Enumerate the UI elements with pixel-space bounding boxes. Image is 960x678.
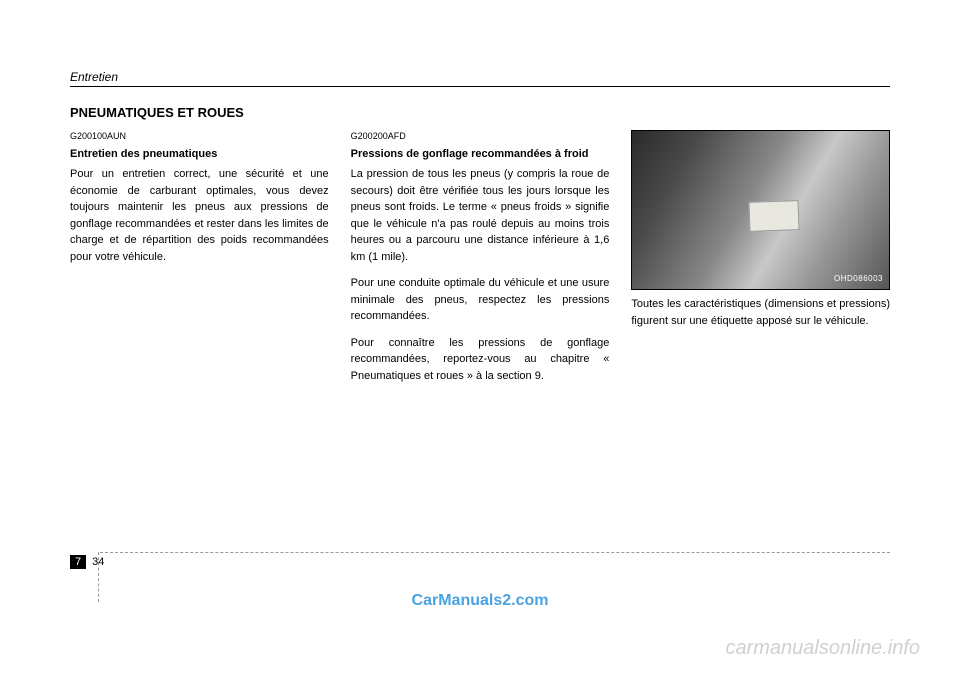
ref-code-2: G200200AFD bbox=[351, 130, 610, 144]
chapter-number: 7 bbox=[70, 555, 86, 569]
column-2: G200200AFD Pressions de gonflage recomma… bbox=[351, 130, 610, 394]
column-3: OHD086003 Toutes les caractéristiques (d… bbox=[631, 130, 890, 394]
tire-label-photo: OHD086003 bbox=[631, 130, 890, 290]
manual-page: Entretien PNEUMATIQUES ET ROUES G200100A… bbox=[70, 70, 890, 394]
page-number-value: 34 bbox=[92, 556, 104, 568]
section-title: PNEUMATIQUES ET ROUES bbox=[70, 105, 890, 120]
watermark-carmanuals2: CarManuals2.com bbox=[412, 592, 549, 610]
header-rule: Entretien bbox=[70, 70, 890, 87]
ref-code-1: G200100AUN bbox=[70, 130, 329, 144]
header-title: Entretien bbox=[70, 70, 890, 84]
page-number: 7 34 bbox=[70, 555, 104, 569]
watermark-carmanualsonline: carmanualsonline.info bbox=[725, 637, 920, 660]
subhead-1: Entretien des pneumatiques bbox=[70, 146, 329, 163]
column-1: G200100AUN Entretien des pneumatiques Po… bbox=[70, 130, 329, 394]
footer-dashed-h bbox=[100, 552, 890, 553]
para-3-1: Toutes les caractéristiques (dimensions … bbox=[631, 296, 890, 329]
content-columns: G200100AUN Entretien des pneumatiques Po… bbox=[70, 130, 890, 394]
para-2-2: Pour une conduite optimale du véhicule e… bbox=[351, 275, 610, 325]
tire-label-sticker bbox=[749, 200, 800, 232]
photo-code: OHD086003 bbox=[834, 273, 883, 285]
para-2-1: La pression de tous les pneus (y compris… bbox=[351, 166, 610, 265]
para-1-1: Pour un entretien correct, une sécurité … bbox=[70, 166, 329, 265]
para-2-3: Pour connaître les pressions de gonflage… bbox=[351, 335, 610, 385]
subhead-2: Pressions de gonflage recommandées à fro… bbox=[351, 146, 610, 163]
